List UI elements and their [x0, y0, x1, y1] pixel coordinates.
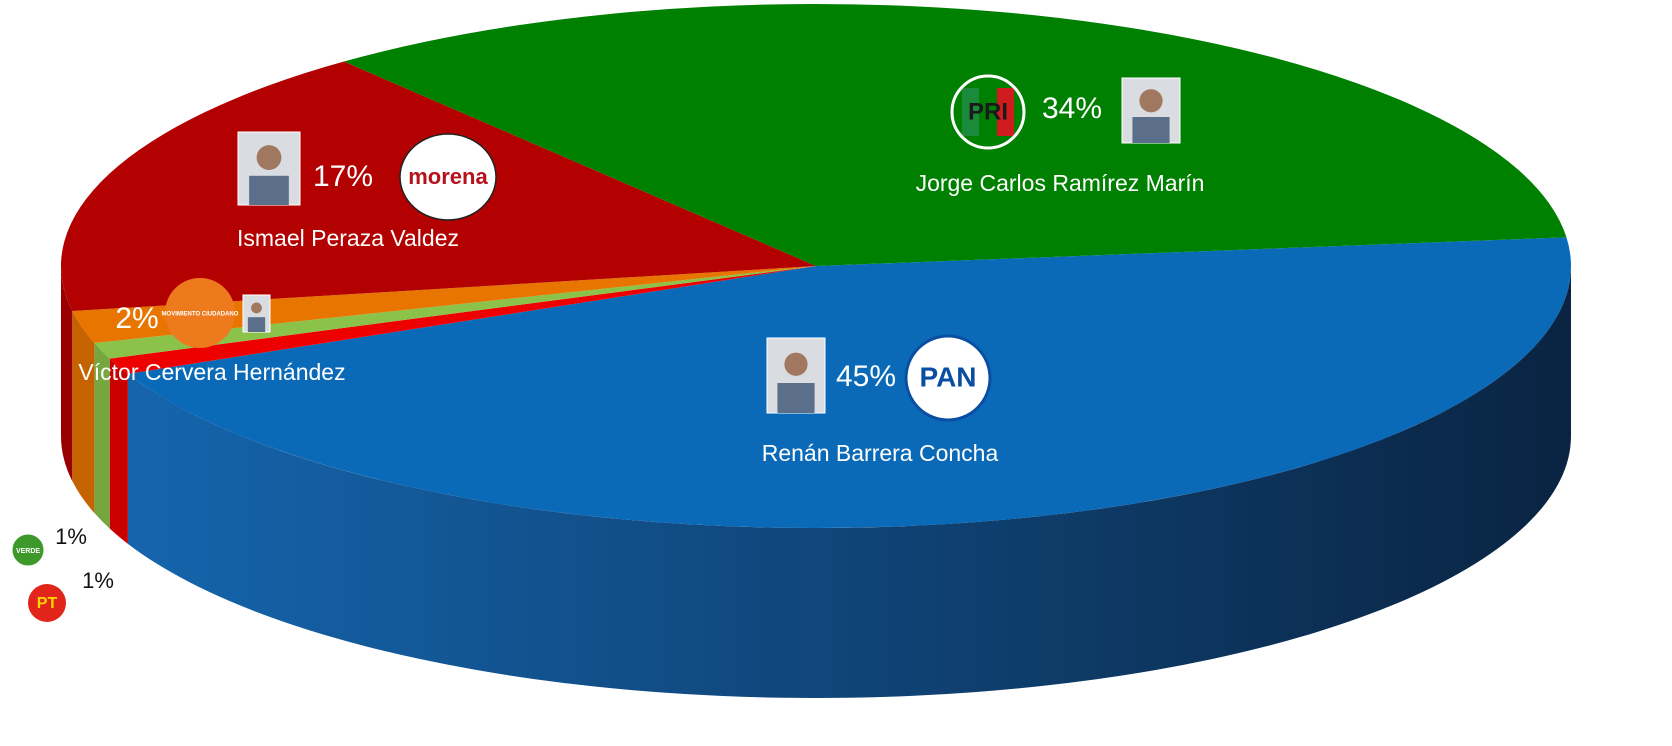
- value-label: 2%: [115, 302, 158, 335]
- party-logo-text: VERDE: [16, 548, 40, 555]
- photo-frame: [242, 294, 271, 333]
- pie-slice: [109, 266, 817, 374]
- photo-body: [249, 175, 289, 205]
- pie-side: [72, 311, 95, 514]
- photo-head: [251, 302, 262, 314]
- photo-body: [777, 383, 815, 413]
- candidate-photo: [237, 131, 301, 206]
- party-logo-text: morena: [408, 164, 488, 189]
- pie-side: [109, 358, 128, 544]
- pie-slices: [61, 3, 1572, 529]
- photo-body: [247, 317, 266, 332]
- photo-body: [1132, 117, 1170, 143]
- pie-side: [94, 343, 110, 529]
- party-logo: [399, 133, 497, 221]
- candidate-name: Jorge Carlos Ramírez Marín: [916, 170, 1205, 196]
- candidate-name: Ismael Peraza Valdez: [237, 225, 459, 251]
- candidate-name: Renán Barrera Concha: [762, 440, 999, 466]
- candidate-name: Víctor Cervera Hernández: [78, 359, 345, 385]
- party-logo: [165, 278, 235, 348]
- candidate-photo: [242, 294, 271, 333]
- value-label: 17%: [313, 160, 373, 193]
- value-label: 1%: [55, 524, 87, 549]
- party-logo: [28, 584, 66, 622]
- candidate-photo: [1121, 77, 1181, 144]
- photo-head: [784, 352, 808, 376]
- pie-sides: [61, 266, 1572, 699]
- value-label: 34%: [1042, 92, 1102, 125]
- value-label: 1%: [82, 568, 114, 593]
- pri-green: [962, 88, 979, 136]
- pri-red: [997, 88, 1014, 136]
- photo-head: [1139, 89, 1163, 113]
- value-label: 45%: [836, 360, 896, 393]
- photo-head: [256, 145, 282, 170]
- candidate-photo: [766, 337, 826, 414]
- pie-slice: [343, 3, 1567, 266]
- party-logo: [904, 334, 992, 422]
- pie-slice: [127, 237, 1572, 529]
- party-logo-text: PRI: [968, 98, 1008, 125]
- pie-side: [127, 266, 1572, 699]
- party-logo: [9, 531, 47, 569]
- party-logo-text: PT: [37, 595, 58, 612]
- pie-side: [61, 266, 73, 482]
- party-logo: [950, 74, 1026, 150]
- party-logo-text: MOVIMIENTO CIUDADANO: [162, 312, 239, 318]
- party-logo-text: PAN: [919, 361, 976, 392]
- pie-slice: [94, 266, 816, 359]
